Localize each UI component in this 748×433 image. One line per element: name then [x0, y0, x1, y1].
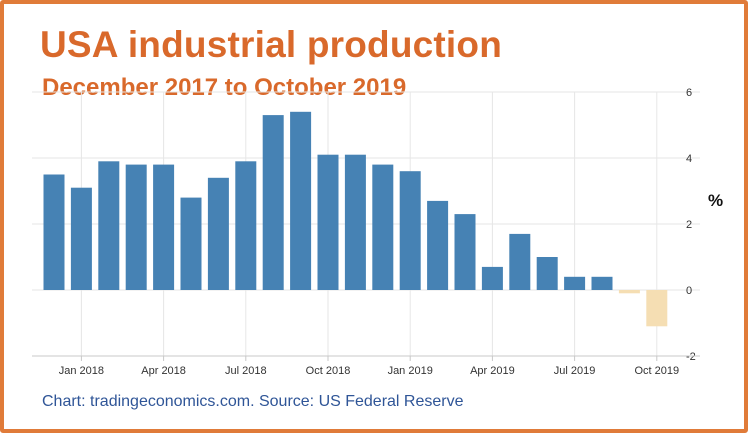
source-caption: Chart: tradingeconomics.com. Source: US … [42, 393, 464, 410]
bar [372, 164, 394, 290]
y-tick-label: -2 [686, 351, 696, 363]
bar [262, 115, 284, 290]
bar [70, 187, 92, 290]
bar [235, 161, 257, 290]
x-tick-label: Apr 2019 [470, 365, 515, 377]
x-tick-label: Oct 2019 [634, 365, 679, 377]
chart-subtitle: December 2017 to October 2019 [42, 74, 407, 101]
bar [618, 290, 640, 294]
x-tick-label: Jan 2019 [388, 365, 433, 377]
x-tick-label: Jul 2018 [225, 365, 267, 377]
bar [454, 214, 476, 290]
bar [98, 161, 120, 290]
y-tick-label: 6 [686, 87, 692, 99]
bar [399, 171, 421, 290]
y-tick-label: 4 [686, 153, 692, 165]
y-tick-label: 0 [686, 285, 692, 297]
bar [564, 276, 586, 290]
bar [207, 177, 229, 290]
bar [317, 154, 339, 290]
bar [153, 164, 175, 290]
bar [591, 276, 613, 290]
bar [646, 290, 668, 327]
bar [290, 111, 312, 290]
bar [536, 257, 558, 290]
bars [43, 111, 668, 327]
y-tick-label: 2 [686, 219, 692, 231]
chart-title: USA industrial production [40, 24, 503, 65]
x-tick-label: Jan 2018 [59, 365, 104, 377]
y-axis-unit-label: % [708, 191, 724, 210]
bar [180, 197, 202, 290]
bar [509, 233, 531, 290]
x-tick-label: Oct 2018 [306, 365, 351, 377]
bar [481, 266, 503, 290]
bar [344, 154, 366, 290]
bar [43, 174, 65, 290]
x-tick-label: Apr 2018 [141, 365, 186, 377]
bar [427, 200, 449, 290]
bar [125, 164, 147, 290]
axes: 6 4 2 0 -2 Jan 2018 Apr 2018 Jul 2018 Oct 2018 Ja… [32, 87, 700, 377]
x-tick-label: Jul 2019 [554, 365, 596, 377]
